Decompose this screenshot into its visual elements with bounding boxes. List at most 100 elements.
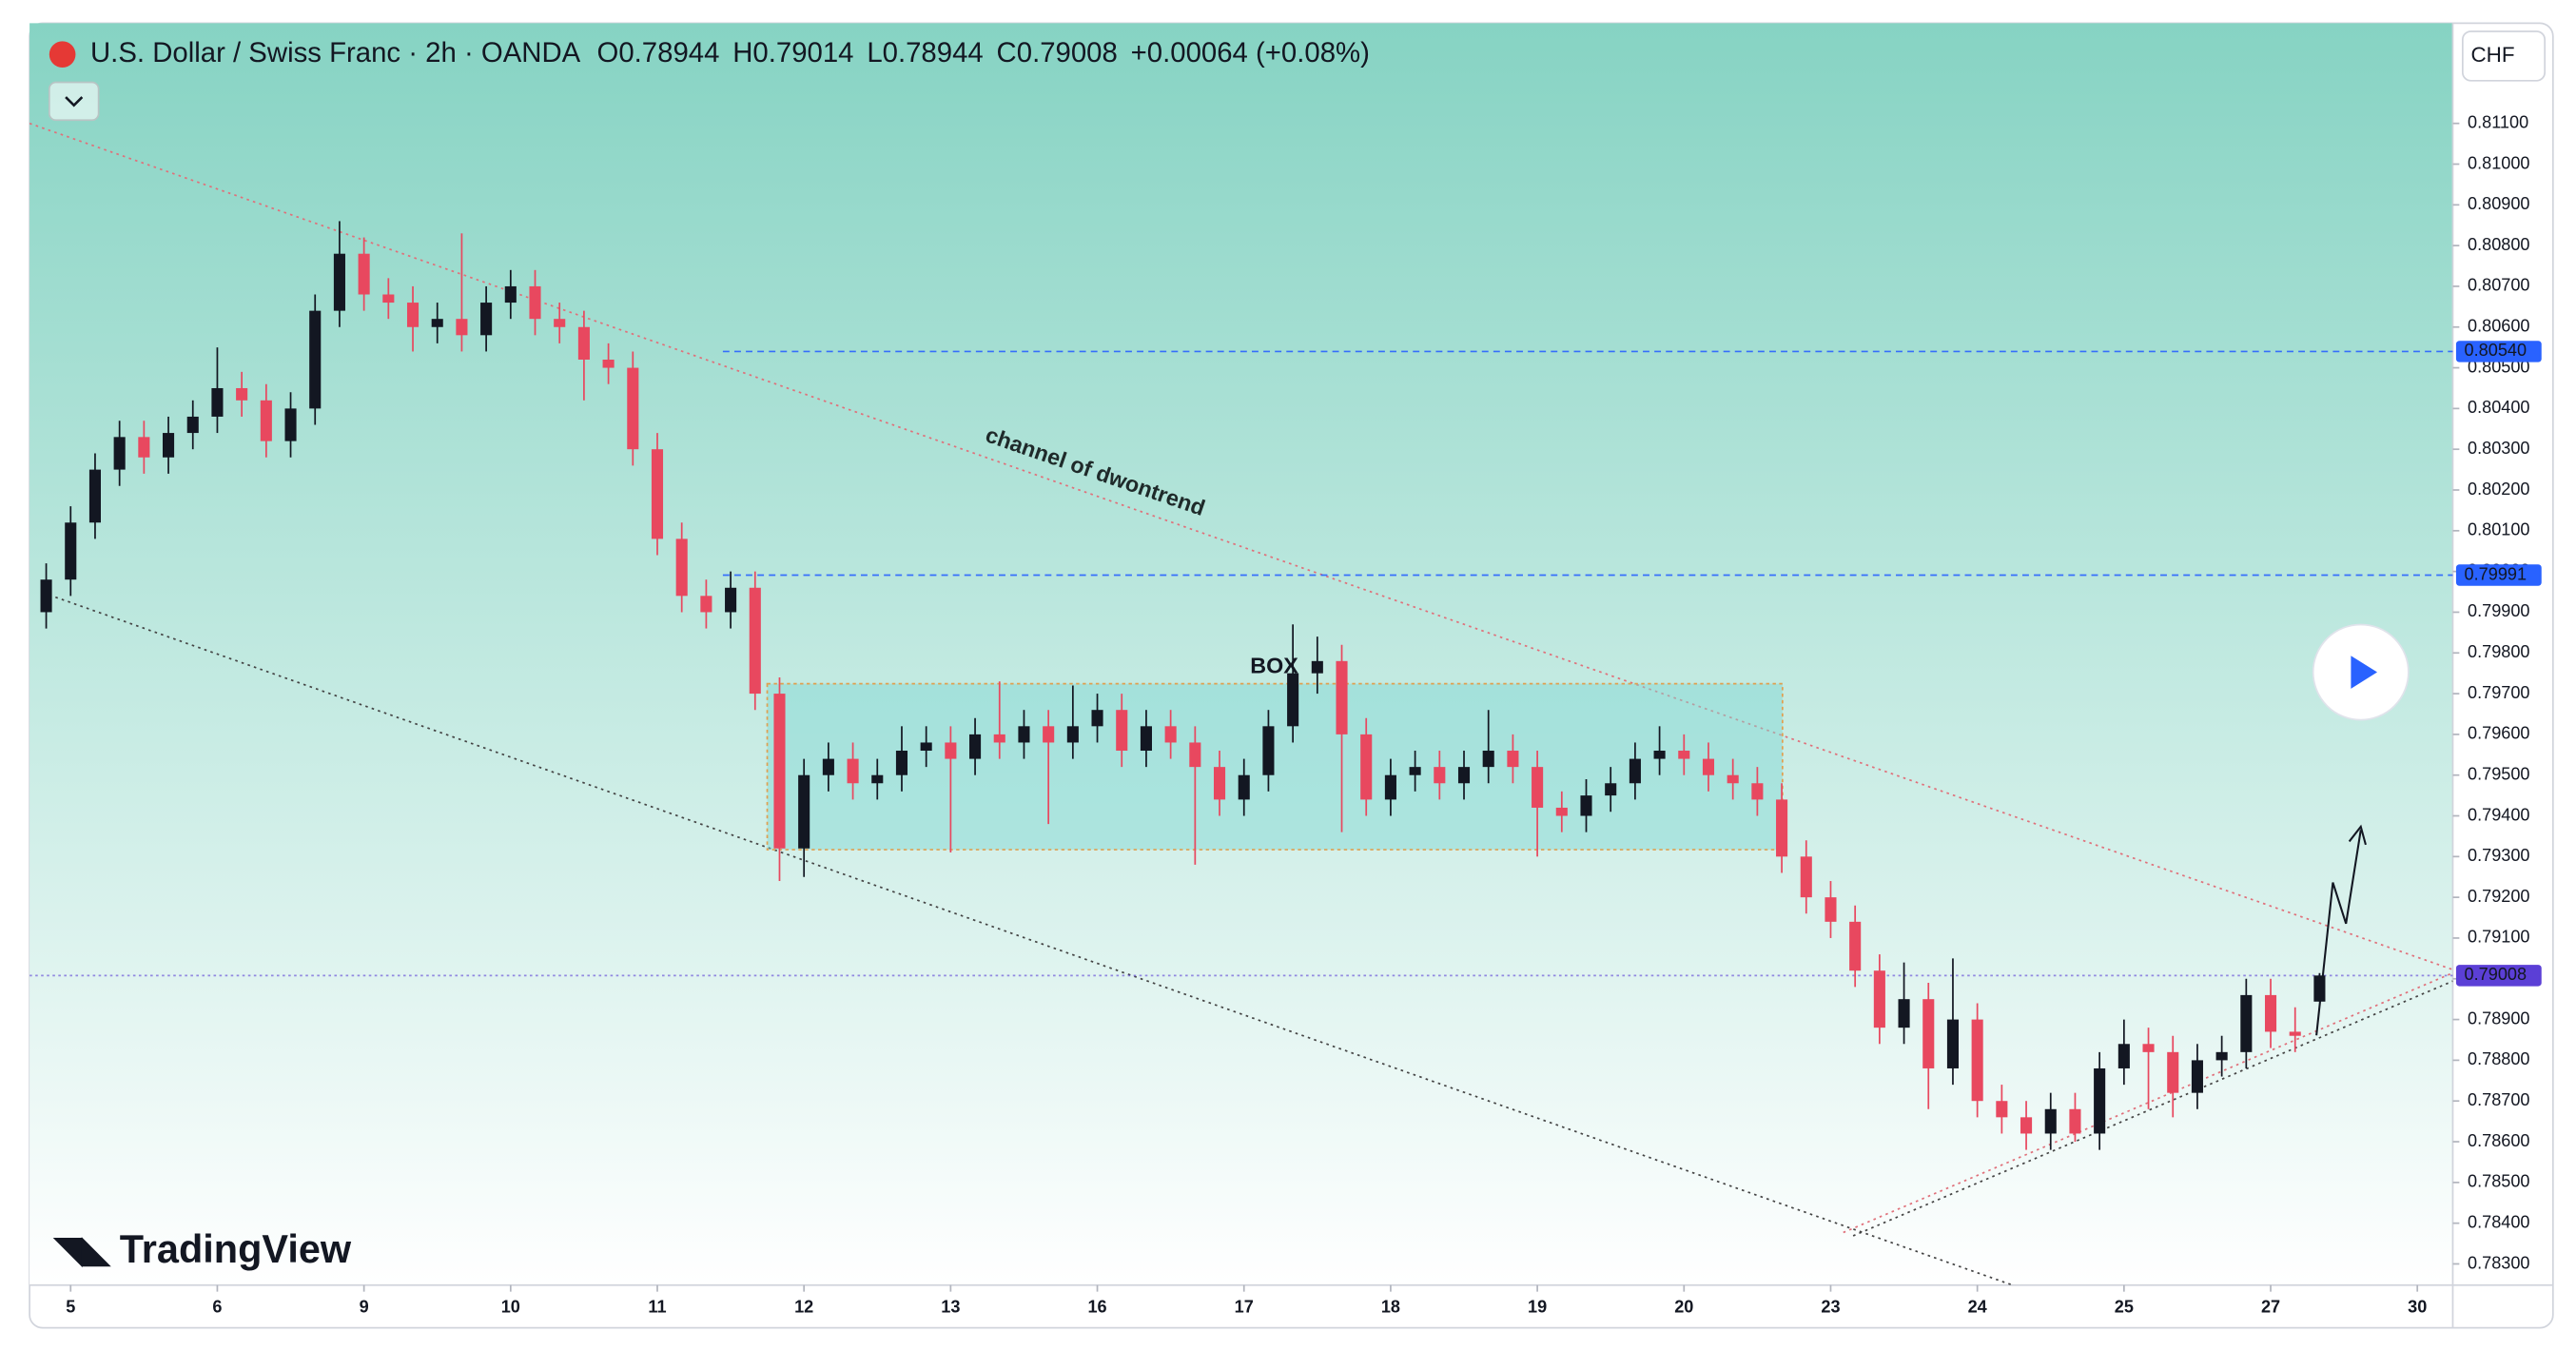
y-tick-label: 0.79300 (2468, 846, 2530, 865)
candle-body (260, 400, 272, 441)
candle-body (456, 319, 468, 336)
level-label: 0.79008 (2465, 965, 2527, 984)
candle-body (1727, 774, 1739, 784)
candle-body (1653, 751, 1666, 759)
candle-body (1849, 921, 1862, 971)
candle-body (1971, 1019, 1983, 1102)
candle-body (627, 367, 639, 450)
x-tick-label: 20 (1674, 1298, 1693, 1317)
candle-body (1311, 660, 1323, 674)
candle-body (1360, 734, 1373, 800)
candle-body (602, 360, 615, 368)
candle-body (2044, 1108, 2057, 1134)
level-label: 0.80540 (2465, 341, 2527, 360)
quote-value: 0.78944 (618, 37, 719, 69)
x-tick-label: 10 (501, 1298, 520, 1317)
watermark-text: TradingView (120, 1226, 352, 1271)
y-tick-label: 0.79100 (2468, 928, 2530, 947)
candle-body (1409, 767, 1421, 775)
candle-body (40, 579, 52, 613)
candle-body (2167, 1051, 2179, 1093)
candle-body (2313, 975, 2326, 1002)
x-tick-label: 30 (2408, 1298, 2427, 1317)
y-tick-label: 0.80400 (2468, 398, 2530, 417)
candle-body (309, 310, 322, 409)
candle-body (1605, 783, 1617, 796)
y-tick-label: 0.80700 (2468, 276, 2530, 295)
level-badge (2455, 965, 2542, 987)
candle-body (2264, 994, 2277, 1032)
y-tick-label: 0.79900 (2468, 601, 2530, 620)
y-tick-label: 0.78400 (2468, 1212, 2530, 1231)
candle-body (358, 253, 370, 295)
candle-body (1532, 767, 1544, 808)
y-tick-label: 0.79600 (2468, 724, 2530, 743)
candle-body (1262, 726, 1275, 775)
watermark: ◥◣ TradingView (52, 1226, 352, 1271)
x-tick-label: 12 (794, 1298, 813, 1317)
forecast-arrow (2315, 830, 2362, 1036)
collapse-button[interactable] (48, 81, 100, 122)
candle-body (186, 416, 199, 434)
candle-body (1043, 726, 1055, 743)
candle-body (138, 437, 150, 458)
candle-body (163, 433, 175, 458)
candle-body (333, 253, 345, 311)
candle-body (529, 285, 541, 320)
plot-layer (29, 122, 2453, 1285)
candle-body (1678, 751, 1690, 759)
candle-body (1946, 1019, 1960, 1068)
quote-label: C (997, 37, 1017, 69)
quote-label: O (597, 37, 619, 69)
play-icon (2351, 656, 2378, 689)
y-tick-label: 0.79700 (2468, 683, 2530, 702)
candle-body (284, 408, 297, 441)
x-tick-label: 24 (1968, 1298, 1987, 1317)
x-tick-label: 25 (2115, 1298, 2134, 1317)
y-tick-label: 0.78700 (2468, 1090, 2530, 1109)
candle-body (1996, 1101, 2008, 1118)
candle-body (431, 319, 443, 327)
candle-body (65, 522, 77, 580)
quote-label: H (732, 37, 752, 69)
candle-body (1116, 710, 1128, 752)
candle-body (1482, 751, 1494, 768)
x-tick-label: 11 (648, 1298, 666, 1317)
candle-body (1800, 856, 1812, 898)
candle-body (945, 742, 957, 759)
x-tick-label: 17 (1235, 1298, 1254, 1317)
candle-body (1922, 999, 1935, 1068)
symbol-icon (49, 41, 76, 68)
candle-body (1140, 726, 1152, 752)
y-tick-label: 0.79400 (2468, 805, 2530, 824)
candle-body (1898, 999, 1910, 1028)
candle-body (1164, 726, 1177, 743)
candle-body (700, 596, 712, 613)
candle-body (1702, 758, 1715, 775)
x-tick-label: 18 (1381, 1298, 1400, 1317)
annotation: BOX (1250, 654, 1298, 678)
x-tick-label: 9 (360, 1298, 369, 1317)
candle-body (1507, 751, 1519, 768)
candle-body (1238, 774, 1250, 800)
candle-body (1555, 807, 1568, 816)
x-tick-label: 27 (2261, 1298, 2280, 1317)
x-tick-label: 23 (1821, 1298, 1840, 1317)
candle-body (2142, 1044, 2155, 1052)
y-tick-label: 0.78900 (2468, 1008, 2530, 1028)
candle-body (969, 734, 982, 759)
currency-button[interactable] (2461, 30, 2547, 82)
candle-body (1457, 767, 1471, 784)
candle-body (749, 587, 761, 695)
candle-body (1825, 897, 1837, 922)
y-tick-label: 0.80800 (2468, 235, 2530, 254)
change: +0.00064 (+0.08%) (1131, 37, 1370, 69)
candle-body (2289, 1031, 2301, 1036)
candle-body (725, 587, 737, 613)
candle-body (2215, 1051, 2228, 1061)
candle-body (88, 469, 102, 523)
candle-body (1434, 767, 1446, 784)
candle-body (1384, 774, 1396, 800)
candle-body (480, 303, 493, 336)
